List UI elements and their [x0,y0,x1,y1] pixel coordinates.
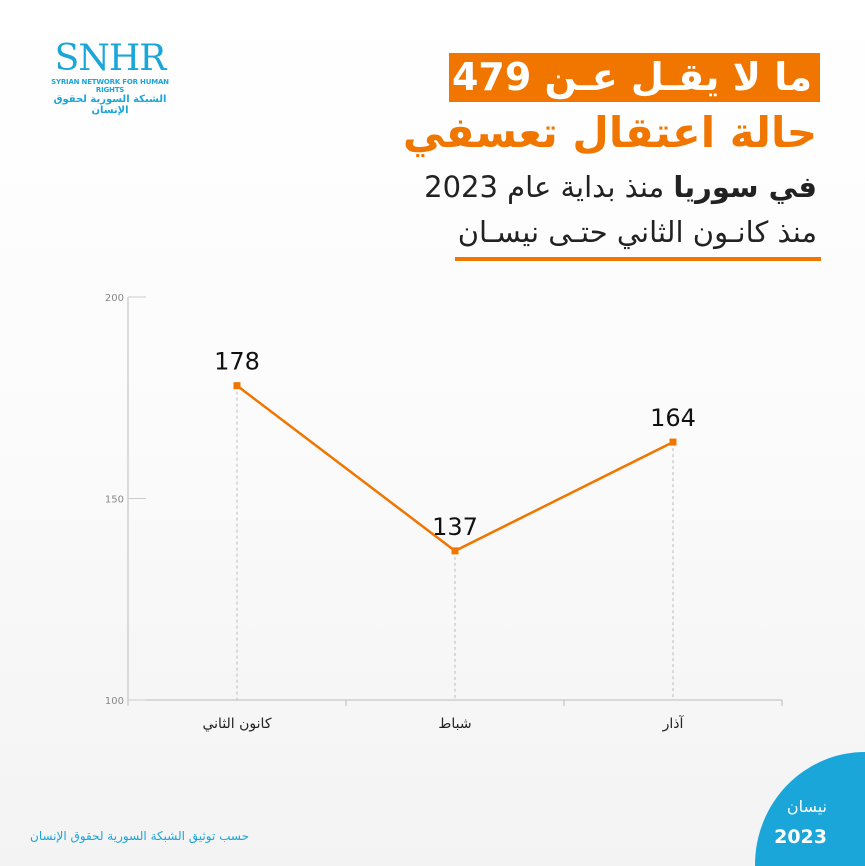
logo-english: SYRIAN NETWORK FOR HUMAN RIGHTS [51,78,169,94]
x-tick-label: كانون الثاني [202,716,271,732]
snhr-logo: SNHR SYRIAN NETWORK FOR HUMAN RIGHTS الش… [40,38,180,117]
headline-subject: حالة اعتقال تعسفي [402,108,817,157]
y-tick-label: 100 [105,696,124,707]
badge-month: نيسان [786,797,827,816]
data-label: 178 [214,348,260,376]
location-bold: في سوريا [673,170,817,204]
data-point [451,547,459,555]
headline-location: في سوريا منذ بداية عام 2023 [424,170,817,204]
logo-abbr: SNHR [54,38,167,79]
headline-count: ما لا يقـل عـن 479 [449,53,820,102]
x-tick-label: آذار [662,715,685,732]
x-tick-label: شباط [438,716,471,732]
y-tick-label: 200 [105,293,124,304]
headline-underline [455,257,821,261]
data-point [669,438,677,446]
headline-period: منذ كانـون الثاني حتـى نيسـان [457,215,817,249]
data-point [233,382,241,390]
y-tick-label: 150 [105,495,124,506]
logo-arabic: الشبكة السورية لحقوق الإنسان [53,94,167,116]
data-label: 164 [650,404,696,432]
data-label: 137 [432,513,478,541]
badge-year: 2023 [774,826,827,848]
source-footer: حسب توثيق الشبكة السورية لحقوق الإنسان [30,829,249,843]
location-rest: منذ بداية عام 2023 [424,170,674,204]
